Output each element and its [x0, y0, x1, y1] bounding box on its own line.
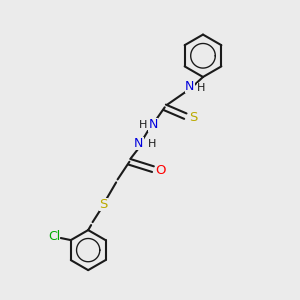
- Text: O: O: [155, 164, 165, 177]
- Text: H: H: [139, 120, 147, 130]
- Text: N: N: [134, 137, 143, 150]
- Text: S: S: [100, 198, 108, 211]
- Text: H: H: [197, 83, 205, 93]
- Text: N: N: [148, 118, 158, 131]
- Text: N: N: [185, 80, 194, 93]
- Text: H: H: [148, 139, 156, 149]
- Text: S: S: [189, 111, 198, 124]
- Text: Cl: Cl: [48, 230, 60, 243]
